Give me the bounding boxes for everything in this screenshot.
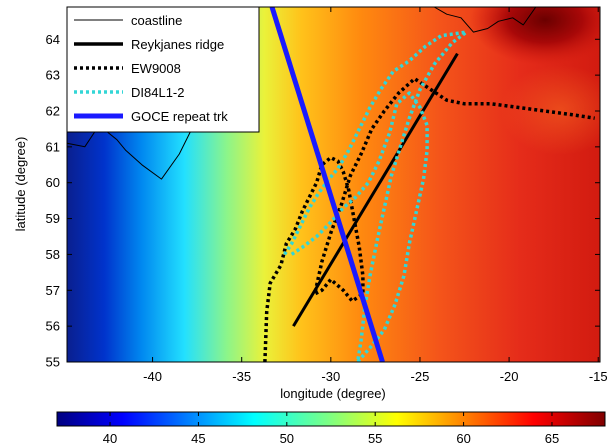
x-tick-label: -35 (232, 369, 251, 384)
legend-label: DI84L1-2 (131, 85, 184, 100)
y-tick-label: 61 (46, 139, 60, 154)
y-tick-label: 59 (46, 211, 60, 226)
legend-label: GOCE repeat trk (131, 109, 228, 124)
colorbar-tick-label: 40 (103, 431, 117, 446)
series-reykjanes-ridge (292, 52, 459, 327)
series-goce-repeat-trk (269, 7, 385, 362)
y-tick-label: 60 (46, 175, 60, 190)
y-tick-label: 62 (46, 103, 60, 118)
y-tick-label: 63 (46, 68, 60, 83)
colorbar-tick-label: 65 (545, 431, 559, 446)
legend: coastline Reykjanes ridge EW9008 DI84L1-2 GO… (66, 6, 260, 133)
series-di84l1-2 (283, 30, 469, 362)
colorbar-gradient (56, 411, 606, 427)
series-iceland-coast (433, 7, 537, 33)
axes-frame (66, 6, 601, 363)
x-tick-label: -30 (321, 369, 340, 384)
colorbar-tick-label: 60 (456, 431, 470, 446)
colorbar: 40 45 50 55 60 65 (56, 411, 606, 446)
y-axis-label: latitude (degree) (13, 137, 28, 232)
legend-label: coastline (131, 13, 182, 28)
colorbar-tick-label: 50 (280, 431, 294, 446)
legend-label: EW9008 (131, 61, 181, 76)
legend-label: Reykjanes ridge (131, 37, 224, 52)
y-tick-label: 55 (46, 355, 60, 370)
x-tick-label: -40 (143, 369, 162, 384)
x-axis: -40 -35 -30 -25 -20 -15 (143, 7, 608, 384)
y-tick-label: 56 (46, 319, 60, 334)
y-tick-label: 57 (46, 283, 60, 298)
y-tick-label: 64 (46, 32, 60, 47)
x-tick-label: -20 (500, 369, 519, 384)
colorbar-tick-label: 45 (191, 431, 205, 446)
colorbar-tick-label: 55 (368, 431, 382, 446)
x-axis-label: longitude (degree) (280, 386, 386, 401)
x-tick-label: -25 (411, 369, 430, 384)
y-axis: 55 56 57 58 59 60 61 62 63 64 (46, 32, 600, 370)
y-tick-label: 58 (46, 247, 60, 262)
x-tick-label: -15 (589, 369, 608, 384)
